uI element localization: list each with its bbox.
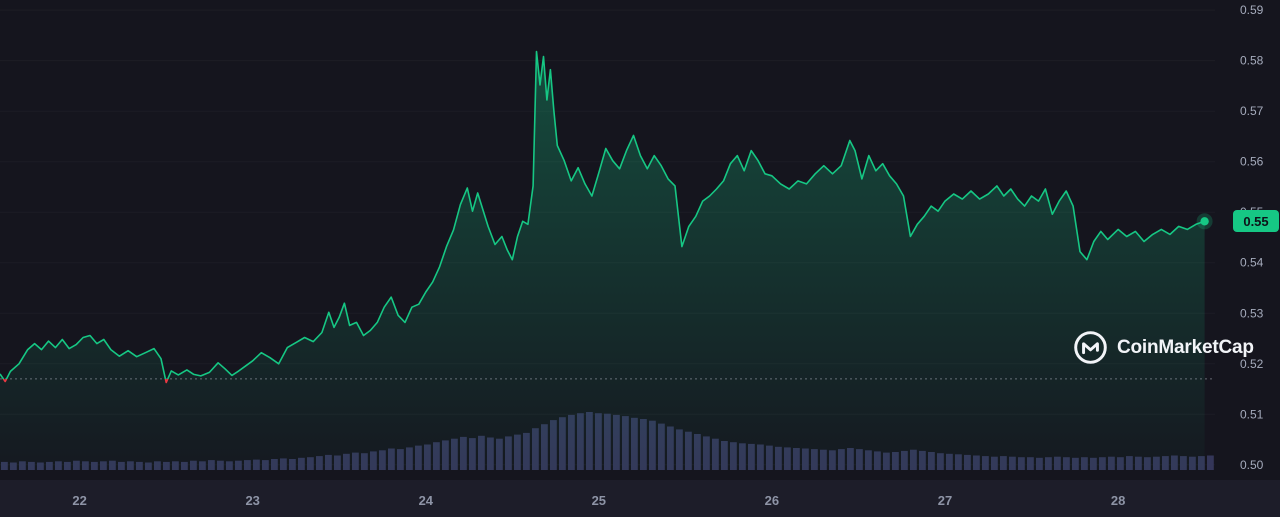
y-axis-label: 0.52 xyxy=(1240,357,1264,371)
current-price-value: 0.55 xyxy=(1243,213,1269,229)
x-axis-label: 22 xyxy=(72,493,86,508)
y-axis-label: 0.54 xyxy=(1240,256,1264,270)
coinmarketcap-watermark: CoinMarketCap xyxy=(1072,329,1254,366)
x-axis: 22 23 24 25 26 27 28 xyxy=(72,493,1125,508)
price-line xyxy=(0,50,1205,379)
x-axis-label: 27 xyxy=(938,493,952,508)
x-axis-label: 25 xyxy=(592,493,606,508)
y-axis-label: 0.58 xyxy=(1240,54,1264,68)
x-axis-label: 23 xyxy=(245,493,259,508)
price-area-fill xyxy=(0,51,1205,470)
y-axis-label: 0.59 xyxy=(1240,3,1264,17)
y-axis: 0.590.580.570.560.550.540.530.520.510.50 xyxy=(1240,3,1264,472)
y-axis-label: 0.50 xyxy=(1240,458,1264,472)
x-axis-label: 24 xyxy=(419,493,434,508)
y-axis-label: 0.57 xyxy=(1240,104,1264,118)
current-price-badge: 0.55 xyxy=(1233,210,1279,233)
x-axis-label: 26 xyxy=(765,493,779,508)
last-price-dot xyxy=(1200,217,1209,226)
y-axis-label: 0.53 xyxy=(1240,306,1264,320)
x-axis-label: 28 xyxy=(1111,493,1125,508)
watermark-text: CoinMarketCap xyxy=(1117,336,1254,358)
y-axis-label: 0.56 xyxy=(1240,155,1264,169)
x-axis-strip xyxy=(0,480,1280,517)
coinmarketcap-logo-icon xyxy=(1074,331,1107,364)
y-axis-label: 0.51 xyxy=(1240,407,1264,421)
